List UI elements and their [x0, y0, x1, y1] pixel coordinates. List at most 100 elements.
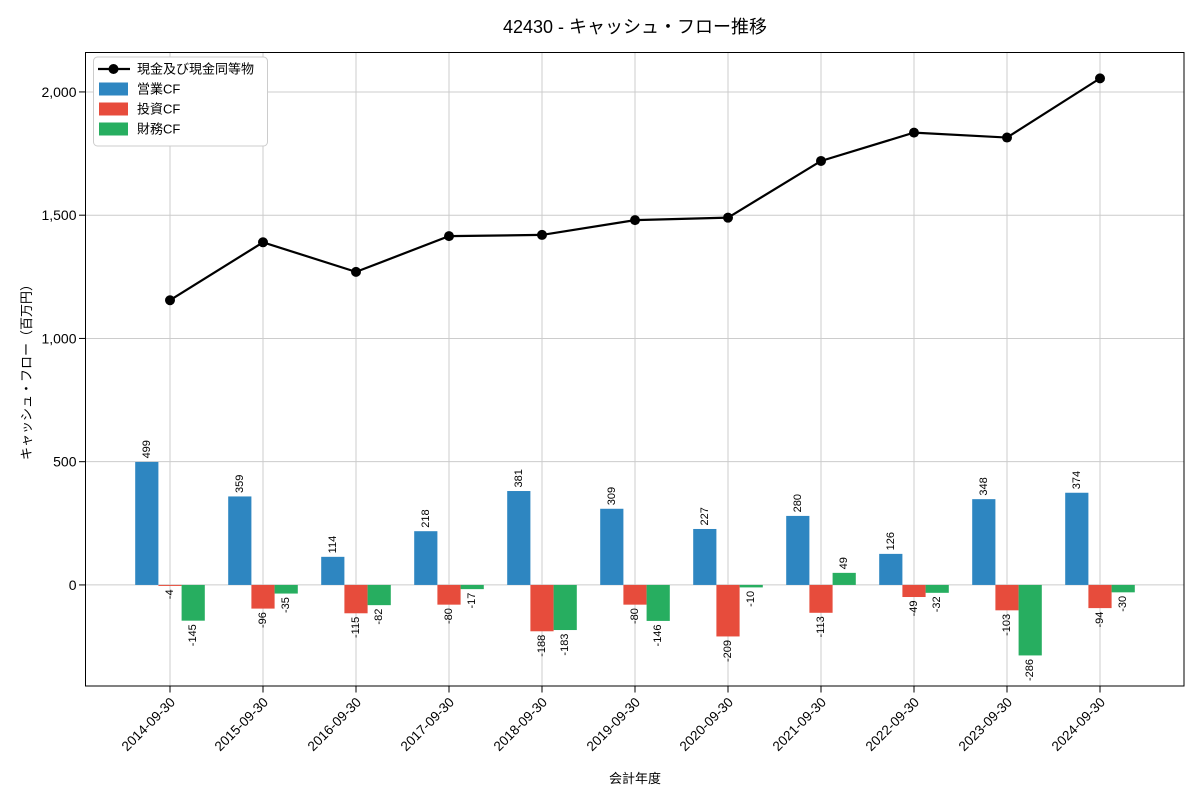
bar-financing-cf	[832, 572, 856, 585]
chart-title: 42430 - キャッシュ・フロー推移	[502, 17, 768, 37]
bar-financing-cf	[367, 584, 391, 606]
bar-value-label: 348	[978, 477, 990, 495]
bar-value-label: 374	[1071, 471, 1083, 489]
legend-swatch-investing-cf	[99, 102, 128, 116]
bar-financing-cf	[739, 584, 763, 588]
legend-item-investing-cf: 投資CF	[99, 102, 180, 117]
bar-operating-cf	[228, 496, 252, 585]
bar-financing-cf	[553, 584, 577, 631]
x-tick-label: 2015-09-30	[212, 695, 271, 754]
bar-value-label: -17	[466, 593, 478, 609]
bar-financing-cf	[460, 584, 484, 590]
x-tick-label: 2014-09-30	[119, 695, 178, 754]
y-tick-label: 1,500	[41, 207, 76, 223]
x-tick-label: 2018-09-30	[491, 695, 550, 754]
bar-investing-cf	[251, 584, 275, 609]
legend-marker-sample	[108, 64, 119, 74]
bar-value-label: -188	[536, 635, 548, 657]
bar-value-labels: 499 359 114 218 381 309 227 280 126 348 374 -4 -96 -1…	[141, 440, 1129, 681]
bar-value-label: -10	[745, 591, 757, 607]
cash-line-marker	[816, 155, 826, 166]
cash-line-marker	[444, 231, 454, 242]
legend-label-cash-and-equivalents: 現金及び現金同等物	[137, 62, 254, 77]
cash-line-marker	[723, 212, 733, 223]
cash-line-marker	[1095, 73, 1105, 84]
y-tick-labels: 0 500 1,000 1,500 2,000	[41, 84, 76, 593]
x-tick-labels: 2014-09-30 2015-09-30 2016-09-30 2017-09-30…	[119, 695, 1108, 754]
y-tick-label: 2,000	[41, 84, 76, 100]
bar-operating-cf	[600, 508, 624, 585]
y-tick-label: 500	[53, 454, 77, 470]
bar-value-label: -115	[350, 617, 362, 638]
bar-value-label: -35	[280, 597, 292, 613]
bar-series-investing-cf	[158, 584, 1112, 637]
cash-line-marker	[630, 215, 640, 226]
bar-operating-cf	[321, 556, 345, 585]
bar-operating-cf	[1065, 492, 1089, 585]
bar-value-label: -145	[187, 624, 199, 646]
bar-investing-cf	[716, 584, 740, 637]
bar-value-label: 280	[792, 494, 804, 512]
bar-value-label: 381	[513, 469, 525, 487]
bar-value-label: 218	[420, 509, 432, 527]
bar-value-label: -4	[164, 589, 176, 599]
bar-investing-cf	[1088, 584, 1112, 609]
x-tick-label: 2024-09-30	[1049, 695, 1108, 754]
cash-line-marker	[1002, 132, 1012, 143]
bar-value-label: -96	[257, 612, 269, 628]
y-tick-label: 0	[69, 577, 77, 593]
cash-line-marker	[537, 229, 547, 240]
bar-value-label: 309	[606, 487, 618, 505]
x-axis-label: 会計年度	[608, 771, 661, 786]
bar-operating-cf	[507, 491, 531, 585]
y-axis-label: キャッシュ・フロー（百万円）	[19, 278, 34, 461]
bar-value-label: -32	[931, 596, 943, 612]
bar-investing-cf	[623, 584, 647, 605]
x-tick-label: 2020-09-30	[677, 695, 736, 754]
bar-value-label: 227	[699, 507, 711, 525]
bar-operating-cf	[879, 553, 903, 585]
x-tick-label: 2016-09-30	[305, 695, 364, 754]
legend-swatch-operating-cf	[99, 82, 128, 96]
bar-value-label: 49	[838, 557, 850, 569]
legend-box	[93, 56, 268, 147]
legend-swatch-financing-cf	[99, 122, 128, 136]
y-tick-label: 1,000	[41, 330, 76, 346]
axis-ticks	[79, 91, 1101, 693]
legend-item-financing-cf: 財務CF	[99, 122, 180, 137]
bar-investing-cf	[158, 584, 182, 586]
cash-line-marker	[258, 237, 268, 248]
x-tick-label: 2023-09-30	[956, 695, 1015, 754]
bar-value-label: -82	[373, 609, 385, 625]
legend-label-operating-cf: 営業CF	[137, 82, 180, 97]
legend-item-cash-and-equivalents: 現金及び現金同等物	[98, 62, 254, 77]
bar-financing-cf	[925, 584, 949, 593]
bar-financing-cf	[181, 584, 205, 621]
bar-financing-cf	[1018, 584, 1042, 656]
bar-investing-cf	[809, 584, 833, 613]
bar-investing-cf	[437, 584, 461, 605]
bar-financing-cf	[274, 584, 298, 594]
cash-line-marker	[909, 127, 919, 138]
bar-value-label: -49	[908, 601, 920, 617]
bar-value-label: -209	[722, 640, 734, 662]
bar-value-label: -113	[815, 616, 827, 637]
bar-investing-cf	[995, 584, 1019, 611]
bar-value-label: 359	[234, 475, 246, 493]
legend-item-operating-cf: 営業CF	[99, 82, 180, 97]
bar-investing-cf	[530, 584, 554, 632]
bar-operating-cf	[972, 499, 996, 585]
bar-value-label: 499	[141, 440, 153, 458]
bar-value-label: 114	[327, 536, 339, 554]
cash-line-marker	[351, 266, 361, 277]
bar-operating-cf	[693, 528, 717, 585]
cash-line-marker	[165, 295, 175, 306]
bar-financing-cf	[1111, 584, 1135, 593]
x-tick-label: 2021-09-30	[770, 695, 829, 754]
x-tick-label: 2019-09-30	[584, 695, 643, 754]
bar-value-label: -30	[1117, 596, 1129, 612]
bar-series-operating-cf	[135, 461, 1089, 585]
bar-value-label: -80	[443, 608, 455, 624]
bar-series-financing-cf	[181, 572, 1135, 656]
